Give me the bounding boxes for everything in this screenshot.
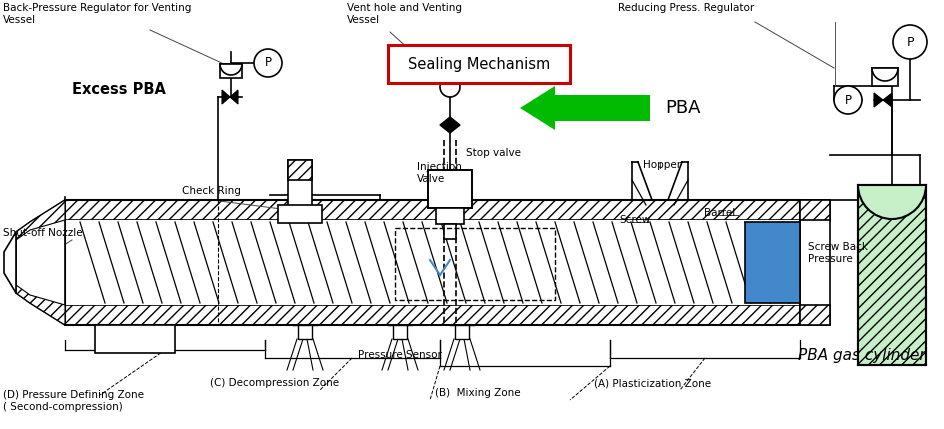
Text: P: P — [845, 94, 851, 106]
Text: Hopper: Hopper — [643, 160, 682, 170]
Bar — [393, 325, 407, 339]
Polygon shape — [745, 222, 800, 303]
Text: Pressure Sensor: Pressure Sensor — [358, 350, 442, 360]
Polygon shape — [16, 200, 65, 325]
Polygon shape — [440, 117, 460, 133]
Text: Reducing Press. Regulator: Reducing Press. Regulator — [618, 3, 754, 13]
Polygon shape — [883, 93, 892, 107]
Circle shape — [893, 25, 927, 59]
Text: PBA gas cylinder: PBA gas cylinder — [798, 348, 926, 363]
Text: Screw Back
Pressure: Screw Back Pressure — [808, 242, 868, 263]
Bar — [288, 160, 312, 220]
Bar — [288, 160, 312, 180]
Bar — [388, 45, 570, 83]
Bar — [800, 305, 830, 325]
Bar — [800, 200, 830, 220]
Text: Check Ring: Check Ring — [182, 186, 241, 196]
Bar — [872, 68, 898, 86]
Text: (A) Plasticization Zone: (A) Plasticization Zone — [594, 378, 711, 388]
FancyArrow shape — [520, 86, 650, 130]
Text: (C) Decompression Zone: (C) Decompression Zone — [210, 378, 339, 388]
Bar — [95, 325, 175, 353]
Bar — [858, 185, 926, 365]
Text: Injection
Valve: Injection Valve — [417, 162, 462, 184]
Bar — [220, 64, 242, 78]
Bar — [65, 200, 800, 220]
Text: (D) Pressure Defining Zone
( Second-compression): (D) Pressure Defining Zone ( Second-comp… — [3, 390, 144, 411]
Circle shape — [834, 86, 862, 114]
Text: PBA: PBA — [665, 99, 700, 117]
Bar — [444, 224, 456, 239]
Polygon shape — [230, 90, 238, 104]
Bar — [800, 200, 830, 325]
Bar — [65, 220, 800, 305]
Polygon shape — [16, 285, 65, 325]
Wedge shape — [858, 185, 926, 219]
Text: P: P — [264, 57, 272, 69]
Bar — [65, 200, 800, 325]
Text: Back-Pressure Regulator for Venting
Vessel: Back-Pressure Regulator for Venting Vess… — [3, 3, 192, 24]
Wedge shape — [220, 64, 242, 75]
Polygon shape — [222, 90, 230, 104]
Text: Shut-off Nozzle: Shut-off Nozzle — [3, 228, 83, 238]
Polygon shape — [4, 232, 16, 293]
Text: Vent hole and Venting
Vessel: Vent hole and Venting Vessel — [347, 3, 462, 24]
Bar — [278, 205, 322, 223]
Bar — [65, 305, 800, 325]
Text: Sealing Mechanism: Sealing Mechanism — [408, 57, 550, 72]
Text: P: P — [906, 36, 914, 48]
Wedge shape — [872, 68, 898, 81]
Polygon shape — [874, 93, 883, 107]
Text: Excess PBA: Excess PBA — [72, 82, 166, 97]
Bar — [436, 208, 464, 224]
Text: Stop valve: Stop valve — [466, 148, 521, 158]
Text: Barrel: Barrel — [704, 208, 735, 218]
Circle shape — [440, 77, 460, 97]
Bar — [395, 228, 555, 300]
Polygon shape — [16, 200, 65, 240]
Bar — [455, 325, 469, 339]
Bar — [298, 325, 312, 339]
Bar — [428, 170, 472, 208]
Text: (B)  Mixing Zone: (B) Mixing Zone — [435, 388, 521, 398]
Text: Screw: Screw — [619, 215, 650, 225]
Circle shape — [254, 49, 282, 77]
